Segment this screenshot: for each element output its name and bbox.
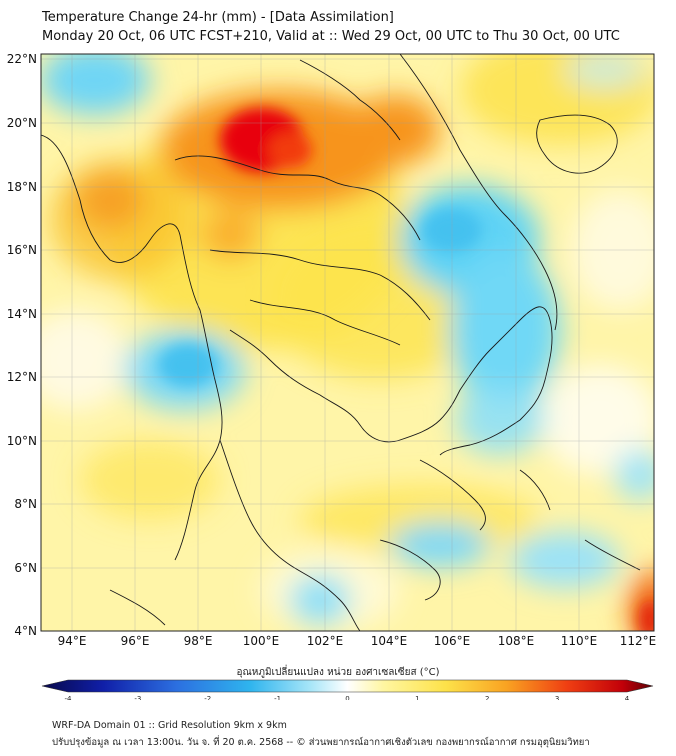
- temperature-field: [41, 54, 654, 631]
- lat-label: 22°N: [7, 52, 37, 66]
- footer-update-info: ปรับปรุงข้อมูล ณ เวลา 13:00น. วัน จ. ที่…: [52, 737, 590, 748]
- map-subtitle: Monday 20 Oct, 06 UTC FCST+210, Valid at…: [42, 29, 620, 44]
- lon-label: 102°E: [307, 634, 344, 648]
- colorbar-tick-label: 4: [625, 695, 630, 700]
- lat-label: 20°N: [7, 116, 37, 130]
- lat-label: 8°N: [14, 497, 37, 511]
- lon-label: 96°E: [121, 634, 150, 648]
- colorbar-tick-label: 3: [555, 695, 559, 700]
- lon-label: 98°E: [184, 634, 213, 648]
- lat-label: 4°N: [14, 624, 37, 638]
- colorbar-tick-label: -2: [204, 695, 211, 700]
- lon-label: 112°E: [620, 634, 657, 648]
- colorbar-ramp: [41, 679, 654, 693]
- lon-label: 100°E: [243, 634, 280, 648]
- colorbar-tick-label: -3: [134, 695, 141, 700]
- lon-label: 106°E: [434, 634, 471, 648]
- colorbar: -4 -3 -2 -1 0 1 2 3 4: [41, 679, 654, 700]
- colorbar-tick-label: 0: [345, 695, 349, 700]
- lon-label: 94°E: [58, 634, 87, 648]
- colorbar-tick-label: 1: [415, 695, 419, 700]
- colorbar-tick-label: -4: [65, 695, 73, 700]
- temperature-change-map: 22°N 20°N 18°N 16°N 14°N 12°N 10°N 8°N 6…: [7, 52, 657, 700]
- lat-label: 14°N: [7, 307, 37, 321]
- longitude-labels: 94°E 96°E 98°E 100°E 102°E 104°E 106°E 1…: [58, 634, 657, 648]
- colorbar-title: อุณหภูมิเปลี่ยนแปลง หน่วย องศาเซลเซียส (…: [236, 667, 440, 678]
- lat-label: 16°N: [7, 243, 37, 257]
- lon-label: 110°E: [561, 634, 598, 648]
- lon-label: 108°E: [498, 634, 535, 648]
- latitude-labels: 22°N 20°N 18°N 16°N 14°N 12°N 10°N 8°N 6…: [7, 52, 37, 638]
- lat-label: 10°N: [7, 434, 37, 448]
- footer-domain-info: WRF-DA Domain 01 :: Grid Resolution 9km …: [52, 720, 287, 731]
- graticule: [41, 54, 654, 631]
- plot-frame: [40, 53, 655, 632]
- lat-label: 12°N: [7, 370, 37, 384]
- lon-label: 104°E: [371, 634, 408, 648]
- lat-label: 6°N: [14, 561, 37, 575]
- coastline-overlay: [41, 54, 641, 631]
- map-title: Temperature Change 24-hr (mm) - [Data As…: [42, 10, 394, 25]
- lat-label: 18°N: [7, 180, 37, 194]
- colorbar-tick-label: -1: [274, 695, 281, 700]
- colorbar-tick-label: 2: [485, 695, 489, 700]
